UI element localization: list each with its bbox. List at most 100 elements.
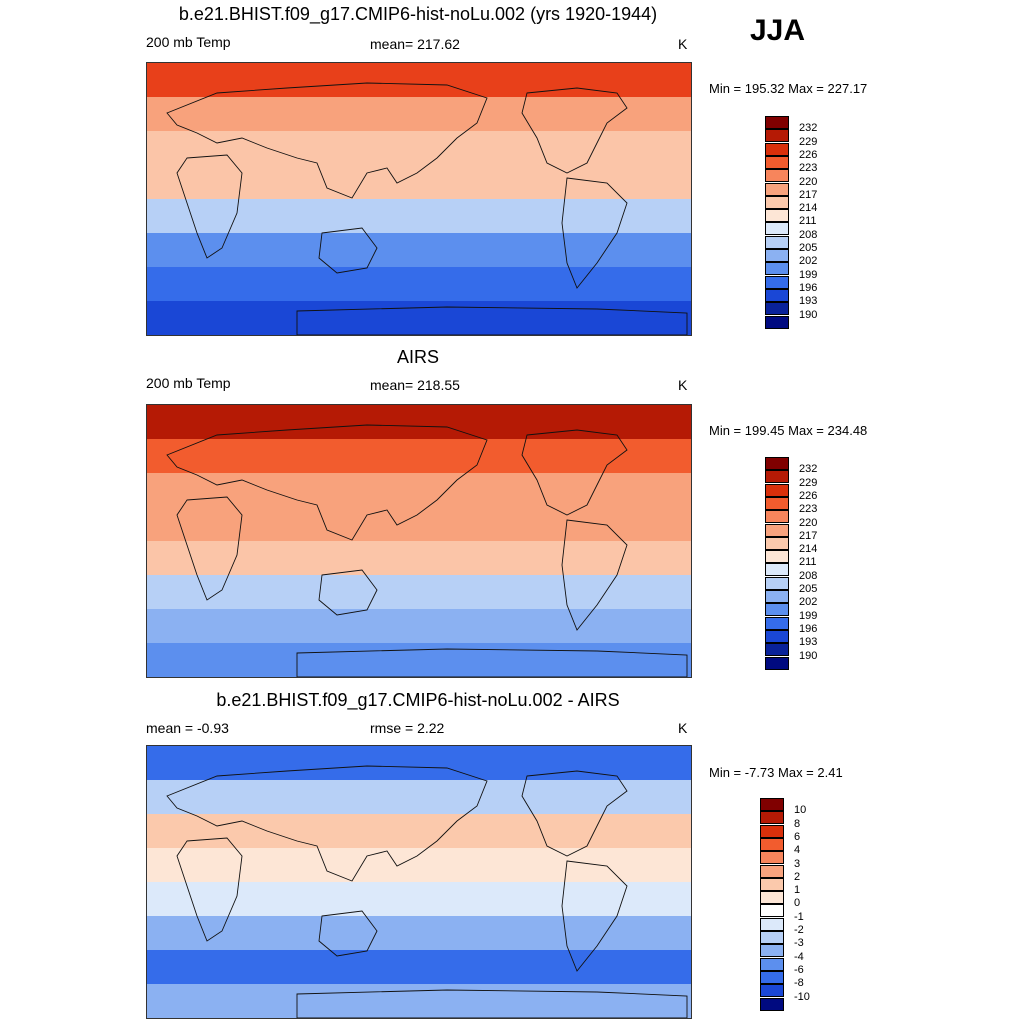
colorbar-tick-label: 229 (799, 135, 818, 148)
colorbar-swatch (760, 997, 784, 1011)
colorbar-tick-label: 229 (799, 476, 818, 489)
colorbar-swatch (760, 891, 784, 905)
colorbar-tick-label: 208 (799, 569, 818, 582)
map-contour-band (147, 780, 691, 815)
colorbar-tick-label: -3 (794, 937, 804, 950)
map-contour-band (147, 131, 691, 166)
coastline (166, 82, 488, 199)
map-contour-band (147, 984, 691, 1018)
colorbar-swatch (765, 616, 789, 630)
colorbar-tick-label: -8 (794, 977, 804, 990)
panel2-title: AIRS (396, 347, 439, 367)
colorbar-swatch (765, 222, 789, 236)
coastline (296, 306, 688, 335)
panel1-units-label: K (678, 36, 688, 52)
colorbar-swatch (765, 643, 789, 657)
colorbar-swatch (765, 249, 789, 262)
map-contour-band (147, 97, 691, 132)
panel2-units-label: K (678, 377, 688, 393)
colorbar-tick-label: 190 (799, 649, 818, 662)
colorbar-swatch (765, 656, 789, 670)
map-contour-band (147, 848, 691, 883)
map-contour-band (147, 199, 691, 234)
map-contour-band (147, 882, 691, 917)
colorbar-swatch (765, 129, 789, 143)
panel2-minmax-label: Min = 199.45 Max = 234.48 (709, 423, 868, 438)
coastline (521, 770, 628, 857)
coastline (296, 648, 688, 677)
colorbar-tick-label: 226 (799, 148, 818, 161)
coastline (318, 569, 378, 616)
colorbar-tick-label: -6 (794, 963, 804, 976)
map-contour-band (147, 233, 691, 268)
colorbar-swatch (760, 970, 784, 984)
colorbar-swatch (760, 984, 784, 998)
colorbar-tick-label: 214 (799, 543, 818, 556)
colorbar-swatch (760, 837, 784, 851)
colorbar-swatch (760, 877, 784, 891)
colorbar-swatch (760, 917, 784, 931)
colorbar-swatch (760, 957, 784, 971)
colorbar-tick-label: 232 (799, 463, 818, 476)
colorbar-tick-label: 220 (799, 175, 818, 188)
coastline (166, 424, 488, 541)
colorbar-swatch (765, 262, 789, 276)
panel1-map (146, 62, 692, 336)
map-contour-band (147, 165, 691, 200)
colorbar-tick-label: 205 (799, 583, 818, 595)
coastline (166, 765, 488, 882)
colorbar-swatch (765, 496, 789, 510)
colorbar-swatch (765, 275, 789, 289)
map-contour-band (147, 950, 691, 985)
map-contour-band (147, 473, 691, 508)
season-label: JJA (750, 14, 806, 47)
colorbar-tick-label: 199 (799, 609, 818, 622)
colorbar-tick-label: 202 (799, 255, 818, 268)
colorbar-tick-label: 211 (799, 215, 817, 228)
panel3-title: b.e21.BHIST.f09_g17.CMIP6-hist-noLu.002 … (216, 690, 620, 710)
colorbar-tick-label: -1 (794, 910, 804, 923)
map-contour-band (147, 541, 691, 576)
coastline (176, 837, 243, 942)
colorbar-tick-label: 220 (799, 516, 818, 529)
coastline (318, 910, 378, 957)
colorbar-tick-label: 211 (799, 556, 817, 569)
colorbar-swatch (760, 864, 784, 878)
colorbar-swatch (765, 629, 789, 643)
panel2-mean-label: mean= 218.55 (370, 377, 460, 393)
coastline (176, 496, 243, 601)
map-contour-band (147, 439, 691, 474)
coastline (521, 87, 628, 174)
coastline (561, 177, 628, 289)
map-contour-band (147, 814, 691, 849)
map-contour-band (147, 507, 691, 542)
colorbar-swatch (765, 315, 789, 329)
map-contour-band (147, 301, 691, 335)
colorbar-tick-label: 8 (794, 817, 801, 830)
colorbar-tick-label: 1 (794, 884, 801, 897)
panel1-variable-label: 200 mb Temp (146, 34, 231, 50)
colorbar-tick-label: 202 (799, 596, 818, 609)
colorbar-tick-label: 190 (799, 308, 818, 321)
colorbar-tick-label: 4 (794, 844, 801, 857)
panel3-units-label: K (678, 720, 688, 736)
coastline (318, 227, 378, 274)
colorbar-swatch (765, 169, 789, 183)
coastline (176, 154, 243, 259)
colorbar-tick-label: 193 (799, 295, 818, 308)
coastline (561, 860, 628, 972)
colorbar-swatch (760, 798, 784, 811)
panel1-minmax-label: Min = 195.32 Max = 227.17 (709, 81, 868, 96)
colorbar-tick-label: 10 (794, 804, 807, 817)
colorbar-swatch (765, 288, 789, 302)
colorbar-swatch (765, 563, 789, 577)
colorbar-swatch (765, 302, 789, 316)
colorbar-swatch (760, 931, 784, 944)
panel3-mean-label: mean = -0.93 (146, 720, 229, 736)
colorbar-tick-label: -2 (794, 924, 804, 936)
colorbar-swatch (760, 944, 784, 958)
colorbar-swatch (765, 195, 789, 209)
colorbar-swatch (765, 209, 789, 223)
coastline (296, 989, 688, 1018)
colorbar-swatch (765, 182, 789, 196)
